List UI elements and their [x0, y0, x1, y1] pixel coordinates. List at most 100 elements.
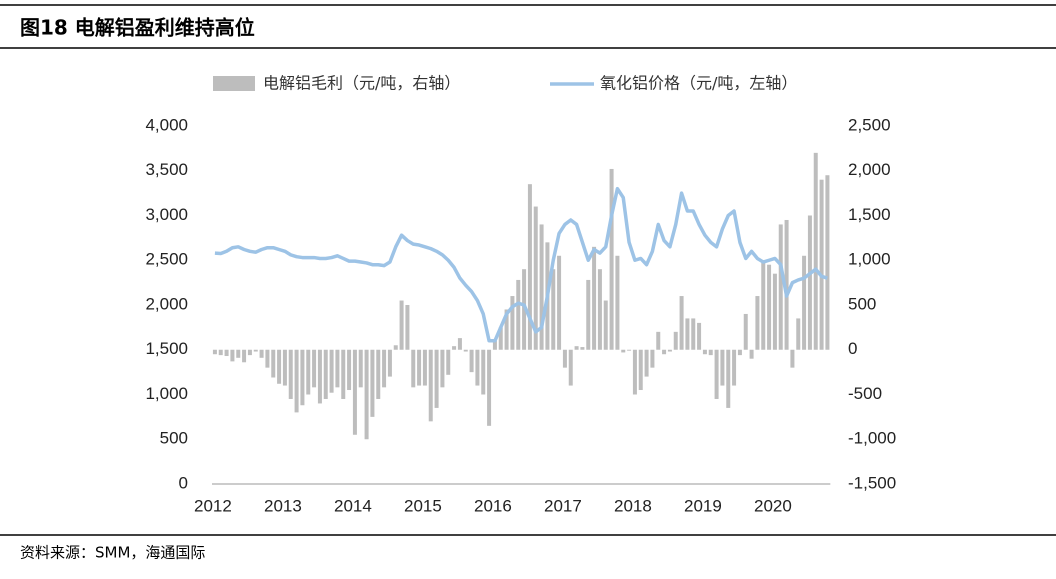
bar: [312, 349, 317, 388]
bar: [393, 345, 398, 350]
bar: [487, 349, 492, 426]
bar: [708, 349, 713, 356]
bar: [650, 349, 655, 368]
bar: [457, 338, 462, 350]
bar: [702, 349, 707, 355]
bar: [539, 224, 544, 350]
bar: [562, 349, 567, 368]
bar: [335, 349, 340, 388]
bar: [737, 349, 742, 356]
bar: [387, 349, 392, 377]
bar: [621, 349, 626, 353]
bar: [697, 322, 702, 350]
bar: [376, 349, 381, 399]
bar: [772, 273, 777, 350]
bar: [317, 349, 322, 404]
bar: [662, 349, 667, 355]
bar: [603, 300, 608, 350]
bar: [749, 349, 754, 359]
y2-tick-label: 0: [848, 339, 857, 358]
legend-swatch: [213, 76, 255, 91]
bar: [679, 296, 684, 350]
bar: [300, 349, 305, 406]
bar: [259, 349, 264, 358]
bar: [574, 346, 579, 350]
bar: [265, 349, 270, 368]
x-tick-label: 2015: [404, 496, 442, 515]
x-tick-label: 2017: [544, 496, 582, 515]
bar: [294, 349, 299, 413]
x-tick-label: 2013: [264, 496, 302, 515]
bar: [615, 255, 620, 350]
bar: [510, 296, 515, 350]
source: 资料来源：SMM，海通国际: [20, 544, 205, 562]
bar: [218, 349, 223, 356]
bar: [422, 349, 427, 386]
bar: [778, 224, 783, 350]
y-tick-label: 1,500: [145, 339, 188, 358]
bar: [242, 349, 247, 363]
bar: [428, 349, 433, 422]
bar: [282, 349, 287, 386]
bar: [673, 331, 678, 350]
legend-label: 电解铝毛利（元/吨，右轴）: [263, 74, 460, 93]
bar: [271, 349, 276, 378]
bar: [580, 347, 585, 350]
bar: [819, 179, 824, 350]
bar: [551, 269, 556, 350]
bar: [370, 349, 375, 417]
bar: [667, 349, 672, 352]
bar: [644, 349, 649, 377]
bar: [597, 269, 602, 350]
bar: [382, 349, 387, 388]
legend-label: 氧化铝价格（元/吨，左轴）: [600, 74, 797, 93]
bar: [358, 349, 363, 388]
bar: [417, 349, 422, 386]
bar: [586, 279, 591, 350]
bar: [743, 313, 748, 350]
x-tick-label: 2018: [614, 496, 652, 515]
bar: [230, 349, 235, 362]
bar: [632, 349, 637, 395]
bar: [329, 349, 334, 393]
bar: [463, 349, 468, 352]
y-tick-label: 2,000: [145, 294, 188, 313]
bar: [452, 346, 457, 350]
bar: [609, 168, 614, 350]
y2-tick-label: 1,500: [848, 205, 891, 224]
y-tick-label: 0: [179, 473, 188, 492]
bar: [714, 349, 719, 399]
bar: [638, 349, 643, 391]
bar: [277, 349, 282, 384]
bar: [533, 206, 538, 350]
bar: [627, 349, 632, 351]
x-tick-label: 2016: [474, 496, 512, 515]
bar: [253, 349, 258, 352]
bar: [504, 309, 509, 350]
bar: [364, 349, 369, 440]
bar: [347, 349, 352, 391]
line: [214, 186, 828, 343]
bar: [475, 349, 480, 386]
bar: [807, 215, 812, 350]
bar: [481, 349, 486, 395]
bar: [411, 349, 416, 388]
bar: [767, 264, 772, 350]
bar: [434, 349, 439, 408]
y-tick-label: 3,500: [145, 160, 188, 179]
y2-tick-label: 2,500: [848, 115, 891, 134]
x-tick-label: 2012: [194, 496, 232, 515]
y2-tick-label: -500: [848, 384, 882, 403]
bar: [247, 349, 252, 356]
x-tick-label: 2020: [754, 496, 792, 515]
y-tick-label: 2,500: [145, 250, 188, 269]
y2-tick-label: -1,000: [848, 429, 896, 448]
bar: [784, 219, 789, 350]
bar: [405, 305, 410, 350]
bar: [352, 349, 357, 435]
bar: [802, 255, 807, 350]
bar: [813, 152, 818, 350]
bar: [755, 296, 760, 350]
y-tick-label: 500: [160, 429, 188, 448]
y-tick-label: 3,000: [145, 205, 188, 224]
